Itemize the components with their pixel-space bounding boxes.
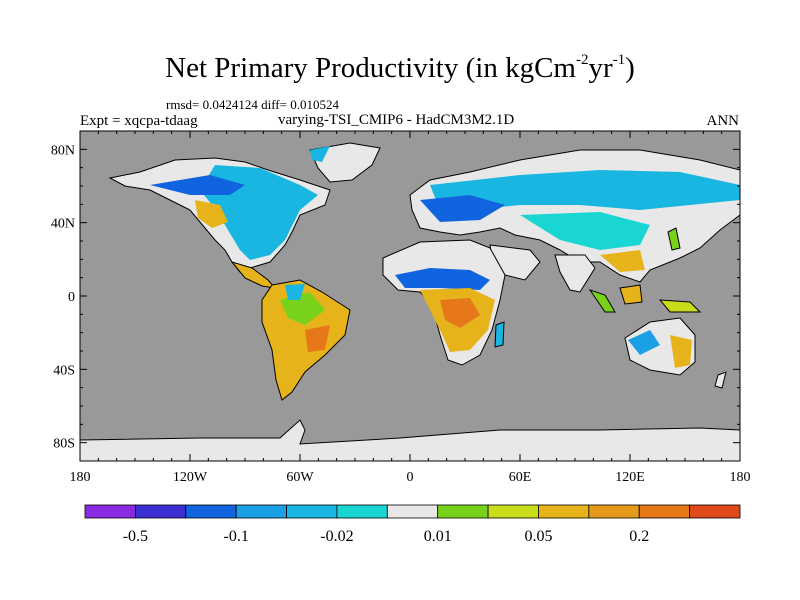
colorbar-label: -0.02 <box>320 528 353 545</box>
x-tick-label: 60W <box>286 470 314 485</box>
colorbar-swatch <box>538 504 590 519</box>
colorbar-label: 0.2 <box>629 528 649 545</box>
x-tick-label: 120E <box>615 470 645 485</box>
comparison-label: varying-TSI_CMIP6 - HadCM3M2.1D <box>278 112 515 128</box>
land-japan <box>667 227 681 251</box>
land-south-america <box>261 279 351 401</box>
land-china-orange <box>600 250 645 272</box>
y-tick-label: 80N <box>51 143 75 158</box>
colorbar-swatch <box>134 504 187 519</box>
x-tick-label: 180 <box>70 470 91 485</box>
x-tick-label: 120W <box>173 470 208 485</box>
land-greenland-edge <box>310 146 330 162</box>
stats-text: rmsd= 0.0424124 diff= 0.010524 <box>166 97 339 112</box>
land-borneo <box>619 284 643 305</box>
colorbar-label: 0.05 <box>524 528 552 545</box>
land-greenland <box>309 142 381 183</box>
colorbar-swatch <box>286 504 338 519</box>
x-tick-label: 60E <box>509 470 532 485</box>
colorbar: -0.5 -0.1 -0.02 0.01 0.05 0.2 <box>84 504 741 545</box>
colorbar-swatch <box>437 504 489 519</box>
colorbar-swatch <box>689 504 741 519</box>
colorbar-swatch <box>235 504 287 519</box>
land-sumatra <box>588 289 616 313</box>
chart-title: Net Primary Productivity (in kgCm-2yr-1) <box>165 52 635 84</box>
land-madagascar <box>494 321 505 348</box>
land-canada-band <box>150 175 245 195</box>
land-europe-blue <box>420 195 505 222</box>
colorbar-swatch <box>185 504 237 519</box>
y-tick-label: 80S <box>53 437 75 452</box>
colorbar-label: -0.1 <box>223 528 248 545</box>
land-new-zealand <box>714 371 727 389</box>
land-siberia-color <box>430 170 740 210</box>
colorbar-label: 0.01 <box>424 528 452 545</box>
land-north-america-west <box>195 200 228 228</box>
y-tick-label: 40S <box>53 363 75 378</box>
x-tick-label: 180 <box>730 470 751 485</box>
colorbar-swatch <box>386 504 439 519</box>
land-australia-blue <box>628 330 660 355</box>
land-asia-mid <box>520 212 650 250</box>
colorbar-label: -0.5 <box>123 528 148 545</box>
colorbar-swatch <box>638 504 691 519</box>
colorbar-swatch <box>588 504 640 519</box>
land-congo-red <box>440 298 480 328</box>
land-antarctica <box>80 419 740 461</box>
land-amazon-green <box>280 292 325 325</box>
land-brazil-red <box>305 325 330 352</box>
colorbar-swatch <box>84 504 136 519</box>
experiment-label: Expt = xqcpa-tdaag <box>80 113 198 129</box>
land-field <box>80 142 740 461</box>
land-australia-east <box>670 335 692 368</box>
colorbar-swatch <box>336 504 388 519</box>
land-amazon-blue <box>285 284 305 300</box>
y-tick-label: 40N <box>51 217 75 232</box>
land-sahel-blue <box>395 268 490 290</box>
y-tick-label: 0 <box>68 290 75 305</box>
colorbar-swatch <box>487 504 539 519</box>
land-new-guinea <box>658 299 702 313</box>
land-india <box>554 254 596 293</box>
season-label: ANN <box>706 113 740 129</box>
y-axis: 80N 40N 0 40S 80S <box>51 143 740 452</box>
x-tick-label: 0 <box>407 470 414 485</box>
x-axis: 180 120W 60W 0 60E 120E 180 <box>70 131 751 485</box>
